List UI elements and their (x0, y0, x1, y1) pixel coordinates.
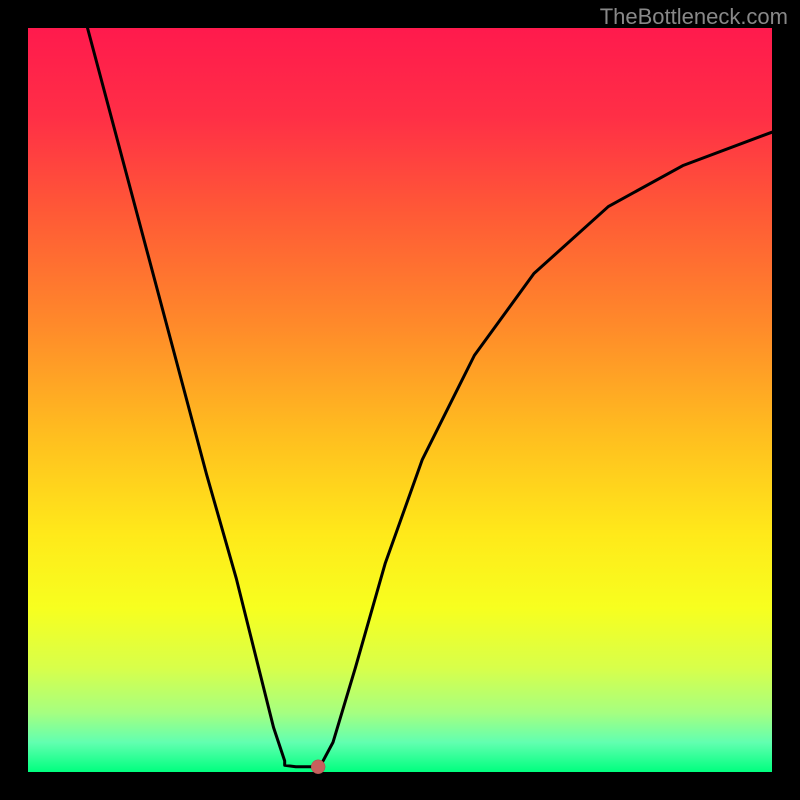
watermark-text: TheBottleneck.com (600, 4, 788, 30)
bottleneck-chart (0, 0, 800, 800)
